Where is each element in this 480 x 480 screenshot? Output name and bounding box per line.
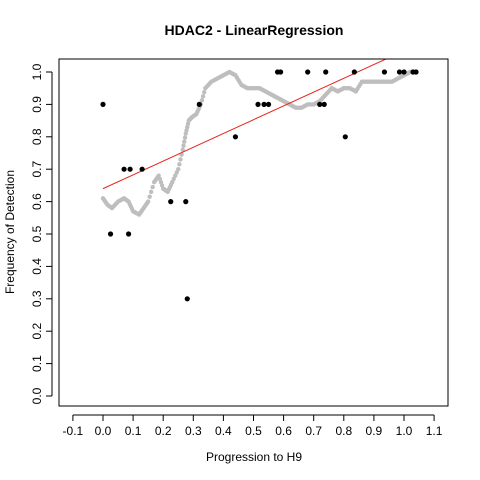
smoothed-point <box>178 157 183 162</box>
x-axis: -0.1 0.0 0.1 0.2 0.3 0.4 0.5 0.6 0.7 0.8 0.9 1.0 1.1 <box>63 414 443 438</box>
data-point <box>184 296 190 302</box>
smoothed-point <box>182 139 187 144</box>
y-tick-label: 0.5 <box>30 225 44 242</box>
data-point <box>261 101 267 107</box>
x-tick-label: 1.1 <box>426 424 443 438</box>
plot-area <box>100 58 419 302</box>
data-point <box>317 101 323 107</box>
y-tick-label: 0.9 <box>30 96 44 113</box>
y-tick-label: 0.1 <box>30 355 44 372</box>
x-tick-label: 0.9 <box>366 424 383 438</box>
data-point <box>125 231 132 237</box>
data-point <box>401 69 407 75</box>
data-point <box>321 101 327 107</box>
x-axis-label: Progression to H9 <box>206 450 302 464</box>
smoothed-point <box>147 194 152 199</box>
smoothed-point <box>145 199 151 204</box>
data-point <box>323 69 329 75</box>
data-point <box>107 231 114 237</box>
y-tick-label: 0.3 <box>30 290 44 307</box>
data-point <box>342 134 348 140</box>
smoothed-point <box>150 184 155 190</box>
data-point <box>396 69 403 75</box>
y-tick-label: 0.2 <box>30 323 44 340</box>
data-point <box>255 101 261 107</box>
regression-line <box>102 58 387 190</box>
data-point <box>121 166 127 172</box>
data-point <box>351 69 357 75</box>
smoothed-point <box>176 167 181 172</box>
data-point <box>100 101 106 107</box>
y-axis-label: Frequency of Detection <box>3 170 17 294</box>
x-tick-label: -0.1 <box>63 424 84 438</box>
data-point <box>305 69 311 75</box>
data-point <box>168 199 174 205</box>
chart-title: HDAC2 - LinearRegression <box>165 22 344 38</box>
smoothed-point <box>182 135 188 140</box>
x-tick-label: 0.1 <box>125 424 142 438</box>
data-point <box>381 69 388 75</box>
x-tick-label: 0.0 <box>95 424 112 438</box>
x-tick-label: 0.2 <box>155 424 172 438</box>
data-point <box>277 69 284 75</box>
smoothed-point <box>180 147 185 152</box>
y-tick-label: 1.0 <box>30 63 44 80</box>
data-point <box>413 69 419 75</box>
plot-frame <box>58 58 449 407</box>
smoothed-point <box>199 98 205 103</box>
x-tick-label: 0.8 <box>335 424 352 438</box>
y-tick-label: 0.8 <box>30 128 44 145</box>
smoothed-series <box>100 69 419 217</box>
smoothed-point <box>177 162 182 167</box>
data-point <box>183 199 189 205</box>
data-point <box>196 101 202 107</box>
data-point <box>127 166 133 172</box>
data-point <box>265 101 272 107</box>
data-point <box>139 166 145 172</box>
smoothed-point <box>181 143 186 148</box>
observed-series <box>100 69 419 302</box>
y-axis: 0.0 0.1 0.2 0.3 0.4 0.5 0.6 0.7 0.8 0.9 1.0 <box>30 63 53 404</box>
y-tick-label: 0.4 <box>30 258 44 275</box>
y-tick-label: 0.0 <box>30 387 44 404</box>
smoothed-point <box>200 94 206 99</box>
data-point <box>232 134 239 140</box>
x-tick-label: 0.3 <box>185 424 202 438</box>
smoothed-point <box>148 189 154 195</box>
smoothed-point <box>202 90 207 95</box>
x-tick-label: 0.4 <box>215 424 232 438</box>
x-tick-label: 1.0 <box>396 424 413 438</box>
y-tick-label: 0.7 <box>30 161 44 178</box>
x-tick-label: 0.5 <box>245 424 262 438</box>
x-tick-label: 0.7 <box>305 424 322 438</box>
x-tick-label: 0.6 <box>275 424 292 438</box>
y-tick-label: 0.6 <box>30 193 44 210</box>
